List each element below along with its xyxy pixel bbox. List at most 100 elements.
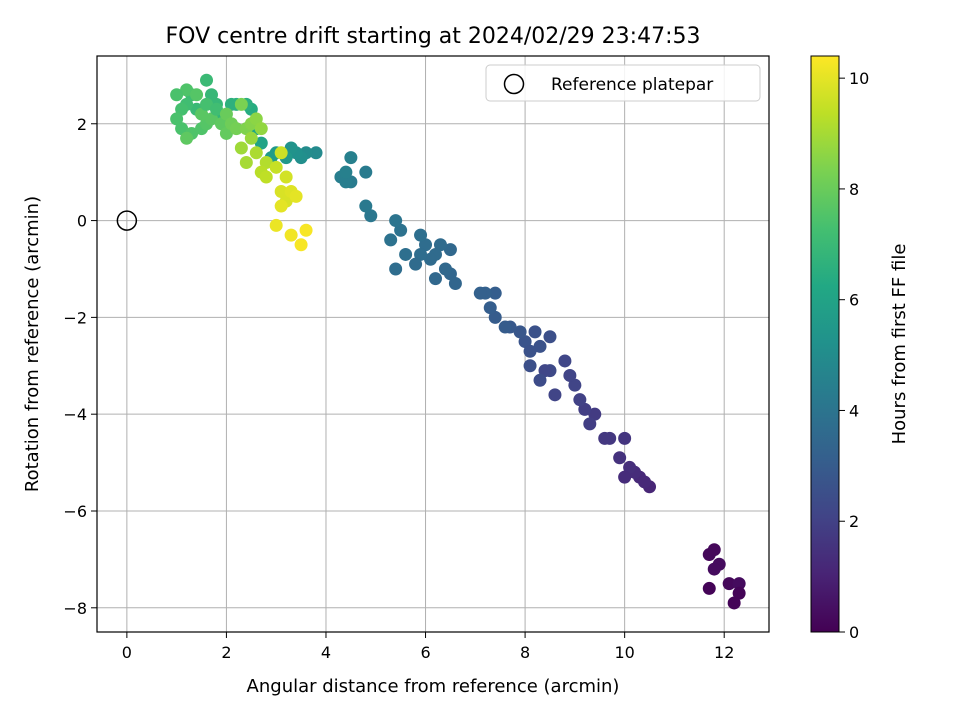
data-point — [573, 393, 587, 407]
data-point — [638, 475, 652, 489]
legend: Reference platepar — [485, 64, 761, 102]
data-point — [289, 189, 303, 203]
data-point — [613, 451, 627, 465]
data-points — [170, 73, 746, 610]
data-point — [568, 378, 582, 392]
grid-lines — [97, 56, 769, 632]
data-point — [269, 218, 283, 232]
legend-box — [485, 64, 761, 102]
data-point — [274, 185, 288, 199]
data-point — [359, 165, 373, 179]
y-tick-label: −4 — [63, 405, 87, 424]
reference-marker-group — [116, 210, 138, 231]
data-point — [200, 73, 214, 87]
data-point — [359, 199, 373, 213]
data-point — [384, 233, 398, 247]
data-point — [394, 223, 408, 237]
data-point — [274, 146, 288, 160]
data-point — [732, 586, 746, 600]
colorbar-tick-label: 10 — [849, 69, 869, 88]
data-point — [578, 402, 592, 416]
data-point — [259, 155, 273, 169]
data-point — [488, 310, 502, 324]
data-point — [389, 214, 403, 228]
data-point — [234, 97, 248, 111]
data-point — [389, 262, 403, 276]
data-point — [170, 88, 184, 102]
plot-frame — [96, 55, 770, 633]
data-point — [249, 146, 263, 160]
data-point — [195, 107, 209, 121]
x-tick-label: 0 — [122, 643, 132, 662]
data-point — [538, 364, 552, 378]
colorbar-tick-label: 8 — [849, 180, 859, 199]
colorbar-ticks: 0 2 4 6 8 10 — [839, 69, 869, 642]
data-point — [543, 330, 557, 344]
data-point — [284, 141, 298, 155]
data-point — [339, 165, 353, 179]
data-point — [309, 146, 323, 160]
data-point — [702, 581, 716, 595]
data-point — [239, 155, 253, 169]
legend-marker-reference — [503, 73, 525, 95]
data-point — [344, 151, 358, 165]
data-point — [563, 368, 577, 382]
data-point — [274, 199, 288, 213]
data-point — [433, 238, 447, 252]
x-axis-label: Angular distance from reference (arcmin) — [247, 676, 620, 697]
data-point — [528, 325, 542, 339]
data-point — [533, 339, 547, 353]
reference-platepar-marker — [116, 210, 138, 231]
data-point — [488, 286, 502, 300]
data-point — [419, 238, 433, 252]
chart-title: FOV centre drift starting at 2024/02/29 … — [166, 24, 701, 49]
data-point — [364, 209, 378, 223]
legend-label-reference: Reference platepar — [551, 75, 713, 95]
data-point — [175, 102, 189, 116]
data-point — [483, 301, 497, 315]
data-point — [180, 83, 194, 97]
data-point — [583, 417, 597, 431]
data-point — [229, 122, 243, 136]
data-point — [294, 238, 308, 252]
data-point — [618, 470, 632, 484]
data-point — [513, 325, 527, 339]
data-point — [473, 286, 487, 300]
data-point — [438, 262, 452, 276]
data-point — [523, 344, 537, 358]
x-axis-ticks: 0 2 4 6 8 10 12 — [122, 632, 734, 662]
y-tick-label: 2 — [77, 115, 87, 134]
data-point — [244, 131, 258, 145]
y-tick-label: −6 — [63, 502, 87, 521]
data-point — [424, 252, 438, 266]
colorbar-label: Hours from first FF file — [889, 244, 910, 445]
data-point — [170, 112, 184, 126]
data-point — [448, 276, 462, 290]
data-point — [523, 359, 537, 373]
data-point — [533, 373, 547, 387]
data-point — [588, 407, 602, 421]
data-point — [598, 431, 612, 445]
colorbar-tick-label: 4 — [849, 401, 859, 420]
x-tick-label: 10 — [614, 643, 634, 662]
data-point — [224, 97, 238, 111]
y-tick-label: −2 — [63, 308, 87, 327]
colorbar-tick-label: 0 — [849, 623, 859, 642]
data-point — [623, 460, 637, 474]
colorbar — [810, 55, 840, 633]
data-point — [209, 102, 223, 116]
data-point — [219, 126, 233, 140]
data-point — [269, 160, 283, 174]
data-point — [254, 136, 268, 150]
data-point — [618, 431, 632, 445]
data-point — [707, 562, 721, 576]
x-tick-label: 12 — [714, 643, 734, 662]
data-point — [732, 577, 746, 591]
data-point — [707, 543, 721, 557]
x-tick-label: 8 — [520, 643, 530, 662]
data-point — [409, 257, 423, 271]
data-point — [234, 141, 248, 155]
data-point — [219, 107, 233, 121]
data-point — [548, 388, 562, 402]
